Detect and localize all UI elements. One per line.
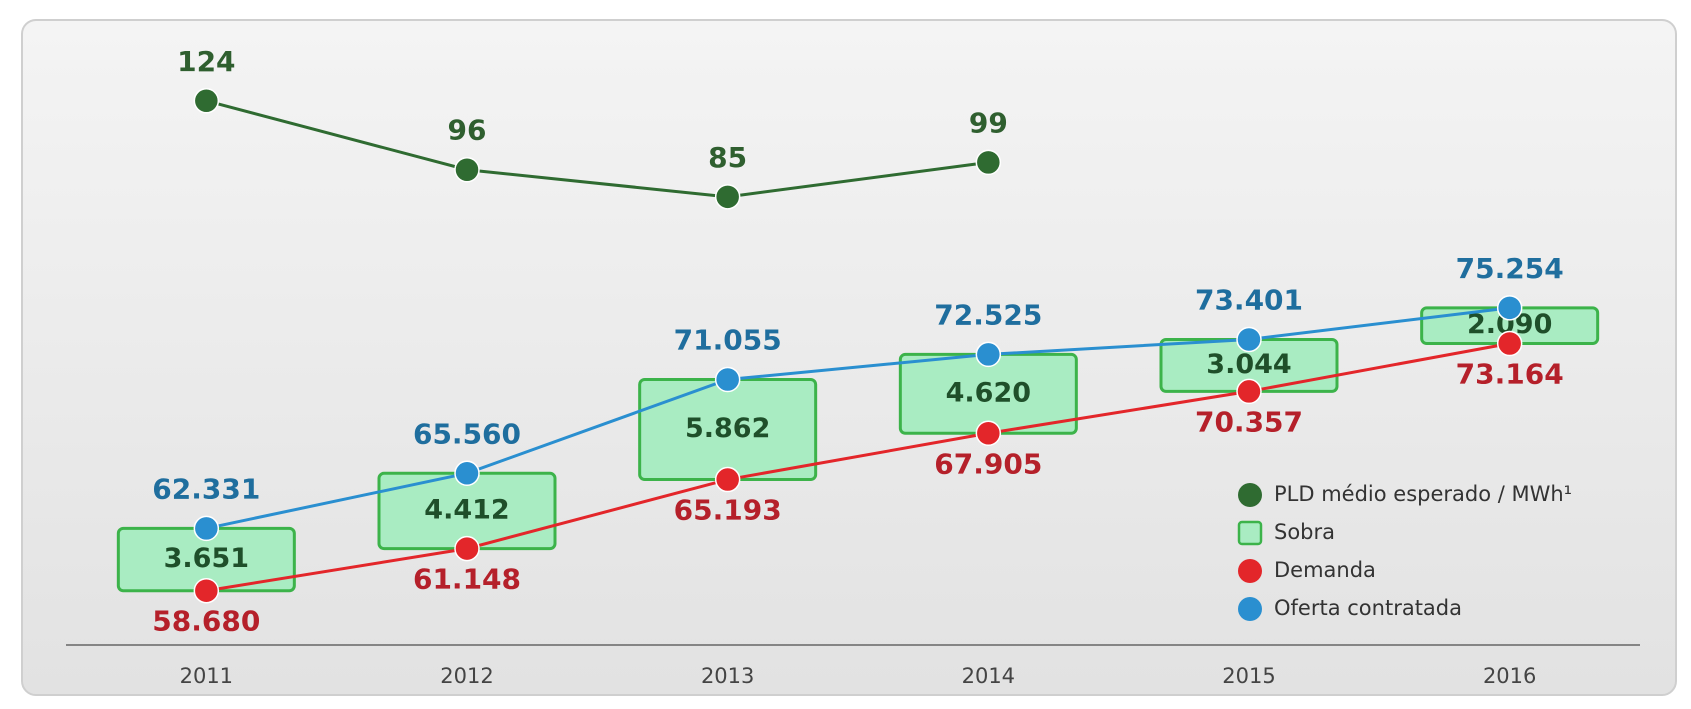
data-label: 62.331	[152, 472, 260, 505]
data-label: 65.193	[674, 494, 782, 527]
x-tick-label: 2011	[180, 664, 233, 688]
data-label: 75.254	[1456, 252, 1564, 285]
data-label: 58.680	[152, 605, 260, 638]
x-tick-label: 2016	[1483, 664, 1536, 688]
series-point	[1496, 330, 1523, 357]
x-tick-label: 2014	[962, 664, 1015, 688]
data-label: 73.164	[1456, 358, 1564, 391]
series-line	[206, 306, 1510, 530]
data-label: 73.401	[1195, 283, 1303, 316]
series-point	[454, 460, 480, 487]
series-point	[454, 535, 480, 562]
x-tick-label: 2012	[440, 664, 493, 688]
surplus-label: 4.620	[946, 377, 1031, 408]
data-label: 61.148	[413, 563, 521, 596]
series-line	[205, 99, 989, 199]
series-point	[714, 366, 741, 393]
surplus-label: 3.651	[164, 543, 249, 574]
series-point	[714, 466, 741, 493]
x-tick-label: 2015	[1222, 664, 1275, 688]
legend-swatch	[1237, 520, 1263, 546]
series-point	[975, 420, 1002, 447]
legend-label: Sobra	[1274, 520, 1335, 544]
series-line	[206, 342, 1510, 593]
data-label: 99	[969, 106, 1008, 139]
data-label: 85	[708, 141, 747, 174]
data-label: 71.055	[674, 323, 782, 356]
series-point	[1236, 326, 1262, 353]
data-label: 67.905	[934, 447, 1042, 480]
surplus-label: 3.044	[1206, 349, 1291, 380]
series-point	[714, 184, 741, 210]
series-point	[454, 156, 480, 183]
x-tick-label: 2013	[701, 664, 754, 688]
surplus-label: 5.862	[685, 413, 770, 444]
series-point	[1496, 295, 1523, 321]
legend-swatch	[1238, 559, 1262, 583]
data-label: 96	[448, 114, 487, 147]
series-point	[193, 577, 220, 604]
data-label: 70.357	[1195, 405, 1303, 438]
series-point	[975, 149, 1002, 176]
legend-swatch	[1238, 483, 1262, 507]
series-point	[193, 515, 220, 542]
legend-swatch	[1238, 597, 1262, 621]
data-label: 72.525	[934, 298, 1042, 331]
series-point	[975, 341, 1002, 368]
series-point	[193, 88, 220, 114]
surplus-label: 4.412	[424, 494, 509, 525]
data-label: 124	[177, 45, 235, 78]
legend-label: PLD médio esperado / MWh¹	[1274, 482, 1572, 506]
legend-label: Oferta contratada	[1274, 596, 1462, 620]
data-label: 65.560	[413, 417, 521, 450]
series-point	[1236, 378, 1262, 405]
legend-label: Demanda	[1274, 558, 1376, 582]
